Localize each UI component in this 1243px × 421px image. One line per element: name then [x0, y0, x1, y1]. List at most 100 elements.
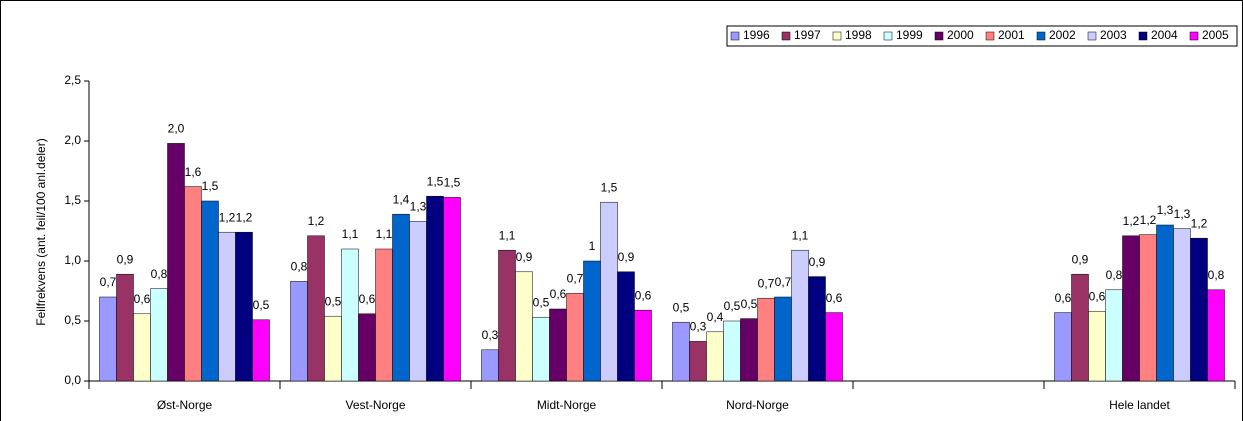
bar: [706, 331, 724, 382]
legend-label: 2002: [1049, 28, 1076, 42]
data-label: 0,8: [291, 260, 308, 274]
data-label: 1,3: [1174, 207, 1191, 221]
bar: [99, 296, 117, 382]
data-label: 0,6: [635, 288, 652, 302]
bar: [672, 321, 690, 382]
bar: [1105, 289, 1123, 382]
data-label: 1,2: [219, 210, 236, 224]
bar: [1071, 273, 1089, 382]
data-label: 0,6: [1055, 291, 1072, 305]
data-label: 0,7: [567, 272, 584, 286]
bar: [566, 293, 584, 382]
data-label: 0,6: [134, 292, 151, 306]
bar: [1190, 237, 1208, 382]
bar: [443, 197, 461, 382]
data-label: 0,7: [775, 275, 792, 289]
legend-label: 1999: [896, 28, 923, 42]
bar: [1156, 224, 1174, 382]
data-label: 1,2: [236, 210, 253, 224]
data-label: 1,2: [1123, 214, 1140, 228]
bar: [341, 248, 359, 382]
data-label: 0,9: [117, 252, 134, 266]
bar: [201, 200, 219, 382]
bar: [1139, 234, 1157, 382]
bar: [774, 296, 792, 382]
data-label: 1,5: [427, 174, 444, 188]
legend-swatch: [934, 31, 944, 41]
bar: [498, 249, 516, 382]
data-label: 0,8: [1106, 268, 1123, 282]
legend-swatch: [1189, 31, 1199, 41]
y-tick-label: 2,5: [64, 73, 81, 87]
legend-label: 2000: [947, 28, 974, 42]
data-label: 1,2: [1191, 216, 1208, 230]
data-label: 1,5: [444, 176, 461, 190]
data-label: 0,7: [758, 276, 775, 290]
bar: [634, 309, 652, 382]
bar: [808, 276, 826, 382]
legend-label: 1997: [794, 28, 821, 42]
bar: [791, 249, 809, 382]
data-label: 1,5: [601, 180, 618, 194]
bar: [133, 313, 151, 382]
legend-swatch: [832, 31, 842, 41]
bar: [617, 271, 635, 382]
legend-swatch: [781, 31, 791, 41]
y-axis-title: Feilfrekvens (ant. feil/100 anl.deler): [34, 138, 48, 325]
legend-label: 1996: [743, 28, 770, 42]
legend-label: 2004: [1151, 28, 1178, 42]
bar: [150, 288, 168, 382]
bar: [375, 248, 393, 382]
bar: [757, 297, 775, 382]
bar: [324, 315, 342, 382]
bar: [184, 186, 202, 382]
data-label: 1,4: [393, 192, 410, 206]
bar: [218, 231, 236, 382]
data-label: 0,7: [100, 275, 117, 289]
data-label: 0,9: [516, 250, 533, 264]
data-label: 0,8: [151, 267, 168, 281]
y-tick-label: 2,0: [64, 133, 81, 147]
data-label: 1,3: [1157, 203, 1174, 217]
data-label: 0,6: [550, 287, 567, 301]
data-label: 1,2: [1140, 213, 1157, 227]
x-tick-label: Nord-Norge: [726, 398, 789, 412]
legend-label: 1998: [845, 28, 872, 42]
x-tick-label: Hele landet: [1109, 398, 1170, 412]
data-label: 0,5: [325, 294, 342, 308]
data-label: 0,8: [1208, 268, 1225, 282]
data-label: 1,1: [376, 227, 393, 241]
data-label: 0,6: [826, 291, 843, 305]
bar: [1173, 228, 1191, 382]
x-tick-label: Midt-Norge: [537, 398, 597, 412]
data-label: 1,1: [342, 227, 359, 241]
data-label: 0,6: [1089, 290, 1106, 304]
legend-label: 2005: [1202, 28, 1229, 42]
bar: [740, 318, 758, 382]
y-tick-label: 0,5: [64, 313, 81, 327]
data-label: 0,3: [690, 320, 707, 334]
legend-swatch: [1087, 31, 1097, 41]
data-label: 0,6: [359, 292, 376, 306]
x-tick-label: Vest-Norge: [345, 398, 405, 412]
data-label: 1,3: [410, 200, 427, 214]
bar: [583, 260, 601, 382]
bar: [358, 313, 376, 382]
bar: [689, 341, 707, 382]
bar: [723, 320, 741, 382]
legend-swatch: [1138, 31, 1148, 41]
bar: [290, 281, 308, 382]
bar: [409, 221, 427, 382]
data-label: 0,3: [482, 328, 499, 342]
y-tick-label: 1,5: [64, 193, 81, 207]
data-label: 0,9: [1072, 252, 1089, 266]
legend-swatch: [1036, 31, 1046, 41]
bar: [481, 349, 499, 382]
data-label: 0,5: [741, 297, 758, 311]
data-label: 1,2: [308, 214, 325, 228]
data-label: 1,5: [202, 179, 219, 193]
legend-box: [726, 25, 1238, 47]
legend-label: 2001: [998, 28, 1025, 42]
legend-swatch: [883, 31, 893, 41]
